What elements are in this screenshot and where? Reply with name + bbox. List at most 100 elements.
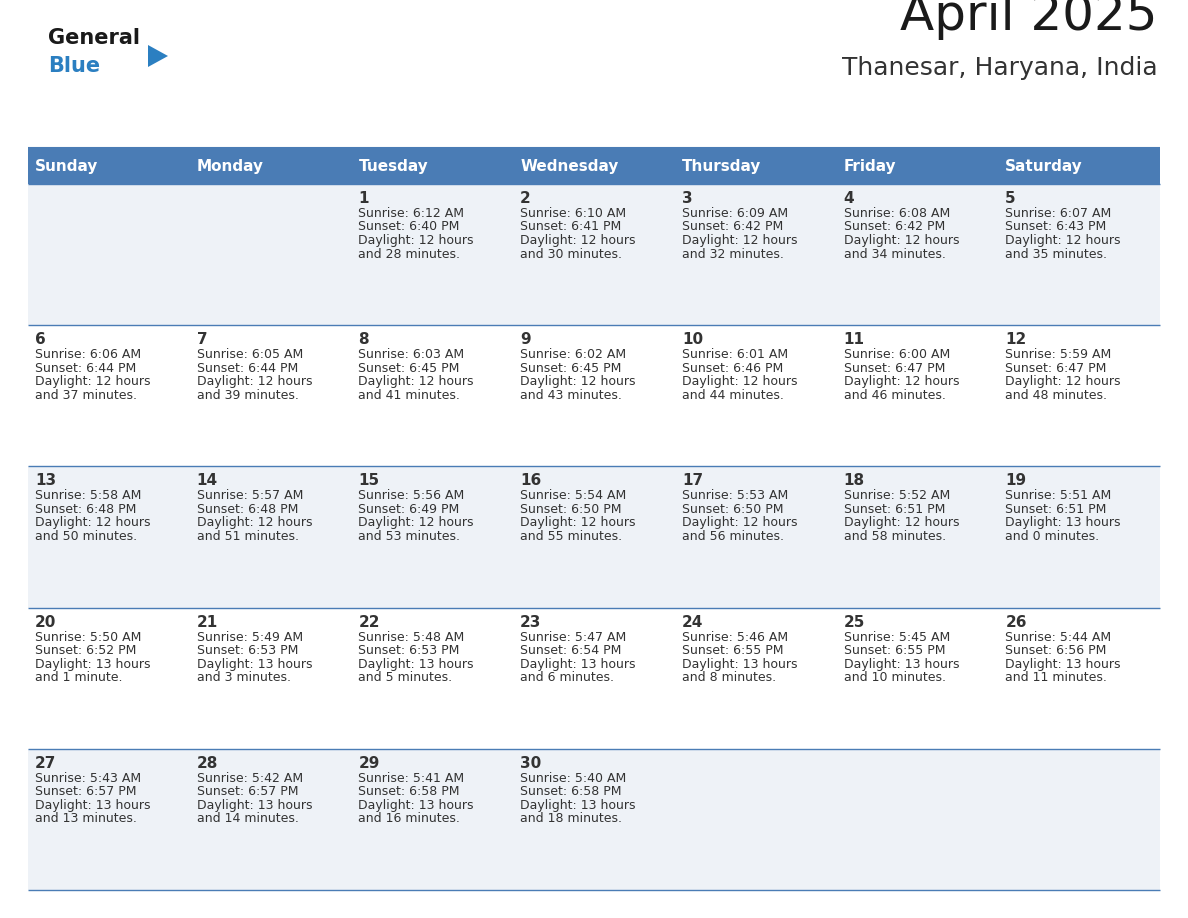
Text: 27: 27 [34,756,56,771]
Text: Sunrise: 5:40 AM: Sunrise: 5:40 AM [520,772,626,785]
Text: 22: 22 [359,614,380,630]
Text: Sunset: 6:51 PM: Sunset: 6:51 PM [1005,503,1107,516]
Text: Daylight: 13 hours: Daylight: 13 hours [34,799,151,812]
Text: 7: 7 [197,332,208,347]
Bar [29,466,1159,608]
Text: Daylight: 12 hours: Daylight: 12 hours [520,375,636,388]
Text: 6: 6 [34,332,46,347]
Text: 12: 12 [1005,332,1026,347]
Text: Sunrise: 5:58 AM: Sunrise: 5:58 AM [34,489,141,502]
Text: Sunrise: 6:05 AM: Sunrise: 6:05 AM [197,348,303,361]
Text: Sunset: 6:55 PM: Sunset: 6:55 PM [682,644,783,657]
Bar [29,608,1159,749]
Text: Sunset: 6:51 PM: Sunset: 6:51 PM [843,503,944,516]
Text: Daylight: 13 hours: Daylight: 13 hours [359,799,474,812]
Text: Sunrise: 5:47 AM: Sunrise: 5:47 AM [520,631,626,644]
Text: and 30 minutes.: and 30 minutes. [520,248,623,261]
Text: 21: 21 [197,614,217,630]
Text: Blue: Blue [48,56,100,76]
Text: Sunrise: 5:59 AM: Sunrise: 5:59 AM [1005,348,1112,361]
Text: 8: 8 [359,332,369,347]
Text: Sunrise: 5:41 AM: Sunrise: 5:41 AM [359,772,465,785]
Text: Sunrise: 5:53 AM: Sunrise: 5:53 AM [682,489,788,502]
Text: 18: 18 [843,474,865,488]
Text: Sunset: 6:55 PM: Sunset: 6:55 PM [843,644,946,657]
Text: 19: 19 [1005,474,1026,488]
Text: April 2025: April 2025 [901,0,1158,40]
Text: Sunrise: 5:45 AM: Sunrise: 5:45 AM [843,631,950,644]
Text: Sunset: 6:47 PM: Sunset: 6:47 PM [1005,362,1107,375]
Text: Daylight: 13 hours: Daylight: 13 hours [520,799,636,812]
Text: Sunrise: 5:49 AM: Sunrise: 5:49 AM [197,631,303,644]
Text: 28: 28 [197,756,219,771]
Text: Sunrise: 5:50 AM: Sunrise: 5:50 AM [34,631,141,644]
Text: 29: 29 [359,756,380,771]
Text: and 18 minutes.: and 18 minutes. [520,812,623,825]
Text: and 46 minutes.: and 46 minutes. [843,388,946,402]
Text: and 35 minutes.: and 35 minutes. [1005,248,1107,261]
Text: Sunrise: 5:52 AM: Sunrise: 5:52 AM [843,489,950,502]
Text: 15: 15 [359,474,379,488]
Text: and 32 minutes.: and 32 minutes. [682,248,784,261]
Text: Sunset: 6:42 PM: Sunset: 6:42 PM [682,220,783,233]
Text: 23: 23 [520,614,542,630]
Text: and 11 minutes.: and 11 minutes. [1005,671,1107,684]
Text: 17: 17 [682,474,703,488]
Text: Daylight: 12 hours: Daylight: 12 hours [359,234,474,247]
Text: 13: 13 [34,474,56,488]
Text: Sunrise: 6:03 AM: Sunrise: 6:03 AM [359,348,465,361]
Text: Daylight: 13 hours: Daylight: 13 hours [520,657,636,671]
Text: Daylight: 12 hours: Daylight: 12 hours [843,375,959,388]
Text: Sunset: 6:54 PM: Sunset: 6:54 PM [520,644,621,657]
Text: Sunset: 6:58 PM: Sunset: 6:58 PM [520,785,621,799]
Text: and 39 minutes.: and 39 minutes. [197,388,298,402]
Text: and 16 minutes.: and 16 minutes. [359,812,460,825]
Text: and 43 minutes.: and 43 minutes. [520,388,623,402]
Text: and 10 minutes.: and 10 minutes. [843,671,946,684]
Text: and 50 minutes.: and 50 minutes. [34,530,137,543]
Text: Sunset: 6:44 PM: Sunset: 6:44 PM [197,362,298,375]
Text: Daylight: 12 hours: Daylight: 12 hours [520,517,636,530]
Text: Daylight: 12 hours: Daylight: 12 hours [682,375,797,388]
Text: 14: 14 [197,474,217,488]
Text: Sunset: 6:40 PM: Sunset: 6:40 PM [359,220,460,233]
Text: and 1 minute.: and 1 minute. [34,671,122,684]
Text: 25: 25 [843,614,865,630]
Text: Sunset: 6:48 PM: Sunset: 6:48 PM [197,503,298,516]
Text: Sunset: 6:49 PM: Sunset: 6:49 PM [359,503,460,516]
Text: Sunset: 6:45 PM: Sunset: 6:45 PM [359,362,460,375]
Text: and 0 minutes.: and 0 minutes. [1005,530,1099,543]
Text: and 5 minutes.: and 5 minutes. [359,671,453,684]
Text: and 48 minutes.: and 48 minutes. [1005,388,1107,402]
Bar [29,325,1159,466]
Bar [29,184,1159,325]
Text: Sunset: 6:53 PM: Sunset: 6:53 PM [197,644,298,657]
Text: Daylight: 12 hours: Daylight: 12 hours [682,517,797,530]
Text: and 41 minutes.: and 41 minutes. [359,388,460,402]
Text: Sunrise: 5:43 AM: Sunrise: 5:43 AM [34,772,141,785]
Text: Sunrise: 6:07 AM: Sunrise: 6:07 AM [1005,207,1112,220]
Text: Daylight: 12 hours: Daylight: 12 hours [34,517,151,530]
Bar [29,749,1159,890]
Text: Daylight: 13 hours: Daylight: 13 hours [1005,657,1120,671]
Text: and 13 minutes.: and 13 minutes. [34,812,137,825]
Text: Sunset: 6:56 PM: Sunset: 6:56 PM [1005,644,1107,657]
Text: Sunrise: 6:12 AM: Sunrise: 6:12 AM [359,207,465,220]
Text: Daylight: 13 hours: Daylight: 13 hours [197,799,312,812]
Text: Monday: Monday [197,159,264,174]
Text: and 8 minutes.: and 8 minutes. [682,671,776,684]
Text: and 34 minutes.: and 34 minutes. [843,248,946,261]
Text: and 6 minutes.: and 6 minutes. [520,671,614,684]
Text: Sunset: 6:42 PM: Sunset: 6:42 PM [843,220,944,233]
Text: Sunrise: 6:01 AM: Sunrise: 6:01 AM [682,348,788,361]
Text: Daylight: 12 hours: Daylight: 12 hours [520,234,636,247]
Text: Sunset: 6:47 PM: Sunset: 6:47 PM [843,362,944,375]
Text: and 58 minutes.: and 58 minutes. [843,530,946,543]
Text: 16: 16 [520,474,542,488]
Text: Daylight: 12 hours: Daylight: 12 hours [843,234,959,247]
Text: 1: 1 [359,191,369,206]
Text: Sunrise: 5:44 AM: Sunrise: 5:44 AM [1005,631,1112,644]
Text: Daylight: 12 hours: Daylight: 12 hours [1005,375,1120,388]
Text: 5: 5 [1005,191,1016,206]
Text: Sunrise: 5:56 AM: Sunrise: 5:56 AM [359,489,465,502]
